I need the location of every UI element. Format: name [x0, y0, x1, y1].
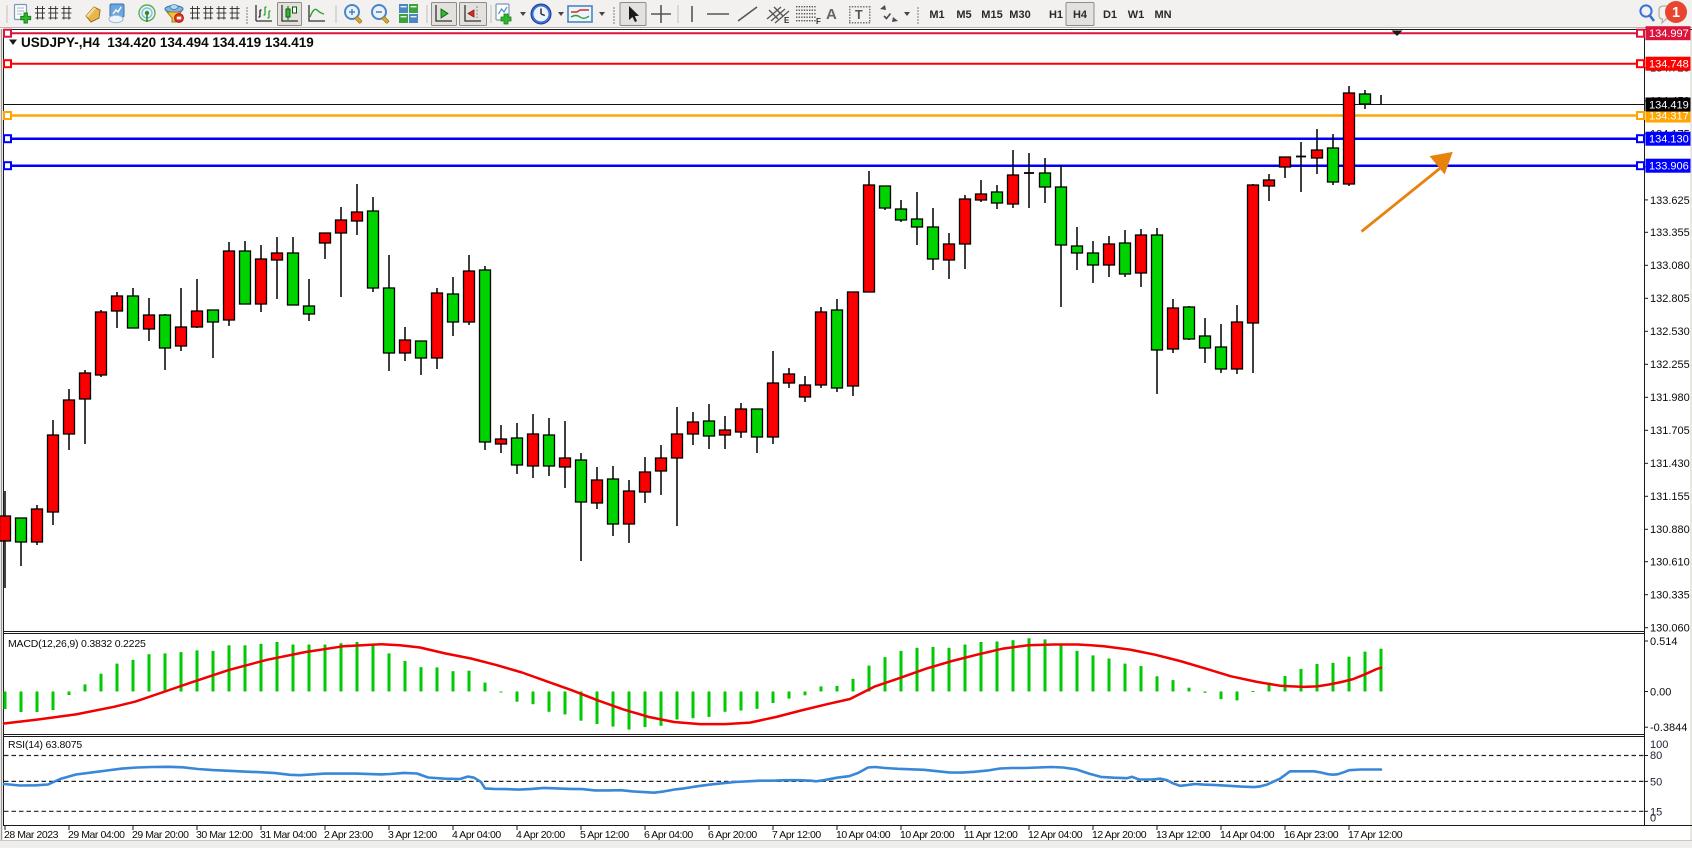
svg-text:15: 15 — [1650, 806, 1662, 818]
svg-text:131.155: 131.155 — [1650, 491, 1690, 503]
svg-text:16 Apr 23:00: 16 Apr 23:00 — [1284, 829, 1339, 841]
svg-text:134.130: 134.130 — [1649, 134, 1689, 146]
svg-text:0.00: 0.00 — [1650, 686, 1671, 698]
svg-text:F: F — [816, 17, 821, 26]
svg-text:4 Apr 04:00: 4 Apr 04:00 — [452, 829, 501, 841]
svg-text:132.530: 132.530 — [1650, 326, 1690, 338]
svg-text:M5: M5 — [956, 9, 971, 21]
svg-text:133.625: 133.625 — [1650, 195, 1690, 207]
svg-text:A: A — [826, 6, 837, 23]
svg-text:130.880: 130.880 — [1650, 524, 1690, 536]
svg-text:W1: W1 — [1128, 9, 1145, 21]
svg-text:131.705: 131.705 — [1650, 425, 1690, 437]
svg-text:3 Apr 12:00: 3 Apr 12:00 — [388, 829, 437, 841]
svg-text:131.980: 131.980 — [1650, 392, 1690, 404]
svg-text:132.255: 132.255 — [1650, 359, 1690, 371]
svg-text:133.080: 133.080 — [1650, 260, 1690, 272]
svg-text:MACD(12,26,9) 0.3832 0.2225: MACD(12,26,9) 0.3832 0.2225 — [8, 638, 146, 650]
svg-text:14 Apr 04:00: 14 Apr 04:00 — [1220, 829, 1275, 841]
svg-text:28 Mar 2023: 28 Mar 2023 — [4, 829, 59, 841]
svg-text:10 Apr 04:00: 10 Apr 04:00 — [836, 829, 891, 841]
svg-text:1: 1 — [1672, 5, 1680, 21]
svg-text:133.355: 133.355 — [1650, 227, 1690, 239]
svg-text:-0.3844: -0.3844 — [1650, 722, 1687, 734]
svg-text:31 Mar 04:00: 31 Mar 04:00 — [260, 829, 317, 841]
svg-text:H1: H1 — [1049, 9, 1063, 21]
svg-text:30 Mar 12:00: 30 Mar 12:00 — [196, 829, 253, 841]
svg-text:4 Apr 20:00: 4 Apr 20:00 — [516, 829, 565, 841]
svg-text:0.514: 0.514 — [1650, 636, 1678, 648]
svg-text:11 Apr 12:00: 11 Apr 12:00 — [964, 829, 1018, 841]
svg-text:131.430: 131.430 — [1650, 458, 1690, 470]
svg-text:134.748: 134.748 — [1649, 59, 1689, 71]
svg-text:80: 80 — [1650, 750, 1662, 762]
svg-text:5 Apr 12:00: 5 Apr 12:00 — [580, 829, 629, 841]
svg-text:132.805: 132.805 — [1650, 293, 1690, 305]
svg-text:29 Mar 20:00: 29 Mar 20:00 — [132, 829, 189, 841]
svg-text:T: T — [855, 8, 863, 22]
svg-text:130.335: 130.335 — [1650, 590, 1690, 602]
svg-text:M30: M30 — [1009, 9, 1030, 21]
svg-text:MN: MN — [1154, 9, 1171, 21]
svg-text:E: E — [784, 16, 790, 25]
svg-text:12 Apr 04:00: 12 Apr 04:00 — [1028, 829, 1083, 841]
svg-text:29 Mar 04:00: 29 Mar 04:00 — [68, 829, 125, 841]
svg-text:H4: H4 — [1073, 9, 1088, 21]
svg-text:2 Apr 23:00: 2 Apr 23:00 — [324, 829, 373, 841]
svg-text:17 Apr 12:00: 17 Apr 12:00 — [1348, 829, 1403, 841]
svg-text:0: 0 — [1650, 813, 1656, 825]
svg-text:100: 100 — [1650, 739, 1668, 751]
svg-text:M15: M15 — [981, 9, 1002, 21]
svg-text:13 Apr 12:00: 13 Apr 12:00 — [1156, 829, 1211, 841]
svg-text:6 Apr 20:00: 6 Apr 20:00 — [708, 829, 757, 841]
svg-text:134.419: 134.419 — [1649, 100, 1689, 112]
svg-text:134.317: 134.317 — [1649, 111, 1689, 123]
svg-text:133.906: 133.906 — [1649, 161, 1689, 173]
svg-text:RSI(14) 63.8075: RSI(14) 63.8075 — [8, 739, 82, 751]
svg-text:USDJPY-,H4 134.420 134.494 13: USDJPY-,H4 134.420 134.494 134.419 134.4… — [21, 35, 314, 50]
svg-text:50: 50 — [1650, 776, 1662, 788]
svg-text:12 Apr 20:00: 12 Apr 20:00 — [1092, 829, 1147, 841]
svg-text:D1: D1 — [1103, 9, 1117, 21]
svg-text:130.060: 130.060 — [1650, 623, 1690, 635]
svg-text:10 Apr 20:00: 10 Apr 20:00 — [900, 829, 955, 841]
svg-text:6 Apr 04:00: 6 Apr 04:00 — [644, 829, 693, 841]
svg-text:7 Apr 12:00: 7 Apr 12:00 — [772, 829, 821, 841]
svg-text:130.610: 130.610 — [1650, 557, 1690, 569]
svg-text:M1: M1 — [929, 9, 944, 21]
svg-text:134.997: 134.997 — [1649, 28, 1689, 40]
